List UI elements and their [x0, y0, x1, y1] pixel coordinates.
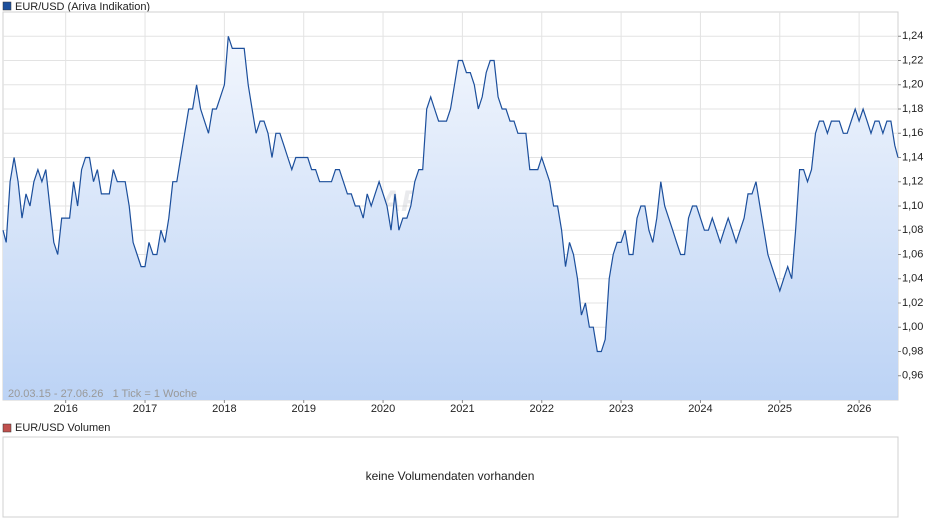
- x-tick-label: 2016: [53, 403, 77, 415]
- x-tick-label: 2017: [133, 403, 157, 415]
- legend-swatch: [2, 1, 12, 11]
- volume-title: EUR/USD Volumen: [15, 422, 110, 434]
- y-tick-label: 1,02: [902, 297, 923, 309]
- x-tick-label: 2021: [450, 403, 474, 415]
- x-tick-label: 2026: [847, 403, 871, 415]
- y-tick-label: 1,14: [902, 151, 923, 163]
- y-tick-label: 1,18: [902, 103, 923, 115]
- x-tick-label: 2020: [371, 403, 395, 415]
- y-tick-label: 0,98: [902, 345, 923, 357]
- y-tick-label: 1,10: [902, 200, 923, 212]
- legend-label: EUR/USD (Ariva Indikation): [15, 1, 150, 13]
- y-tick-label: 1,16: [902, 127, 923, 139]
- y-tick-label: 1,22: [902, 54, 923, 66]
- y-tick-label: 1,00: [902, 321, 923, 333]
- range-label: 20.03.15 - 27.06.26 1 Tick = 1 Woche: [8, 388, 197, 400]
- x-tick-label: 2019: [291, 403, 315, 415]
- y-tick-label: 1,12: [902, 176, 923, 188]
- volume-panel: [2, 436, 899, 518]
- y-tick-label: 1,06: [902, 248, 923, 260]
- x-tick-label: 2025: [768, 403, 792, 415]
- y-tick-label: 1,08: [902, 224, 923, 236]
- y-tick-label: 0,96: [902, 370, 923, 382]
- legend-swatch: [2, 423, 12, 433]
- x-tick-label: 2018: [212, 403, 236, 415]
- y-tick-label: 1,20: [902, 79, 923, 91]
- line: [2, 36, 899, 353]
- x-tick-label: 2024: [688, 403, 712, 415]
- y-tick-label: 1,04: [902, 273, 923, 285]
- x-tick-label: 2023: [609, 403, 633, 415]
- y-tick-label: 1,24: [902, 30, 923, 42]
- volume-message: keine Volumendaten vorhanden: [366, 469, 535, 483]
- x-tick-label: 2022: [530, 403, 554, 415]
- area: [3, 36, 898, 401]
